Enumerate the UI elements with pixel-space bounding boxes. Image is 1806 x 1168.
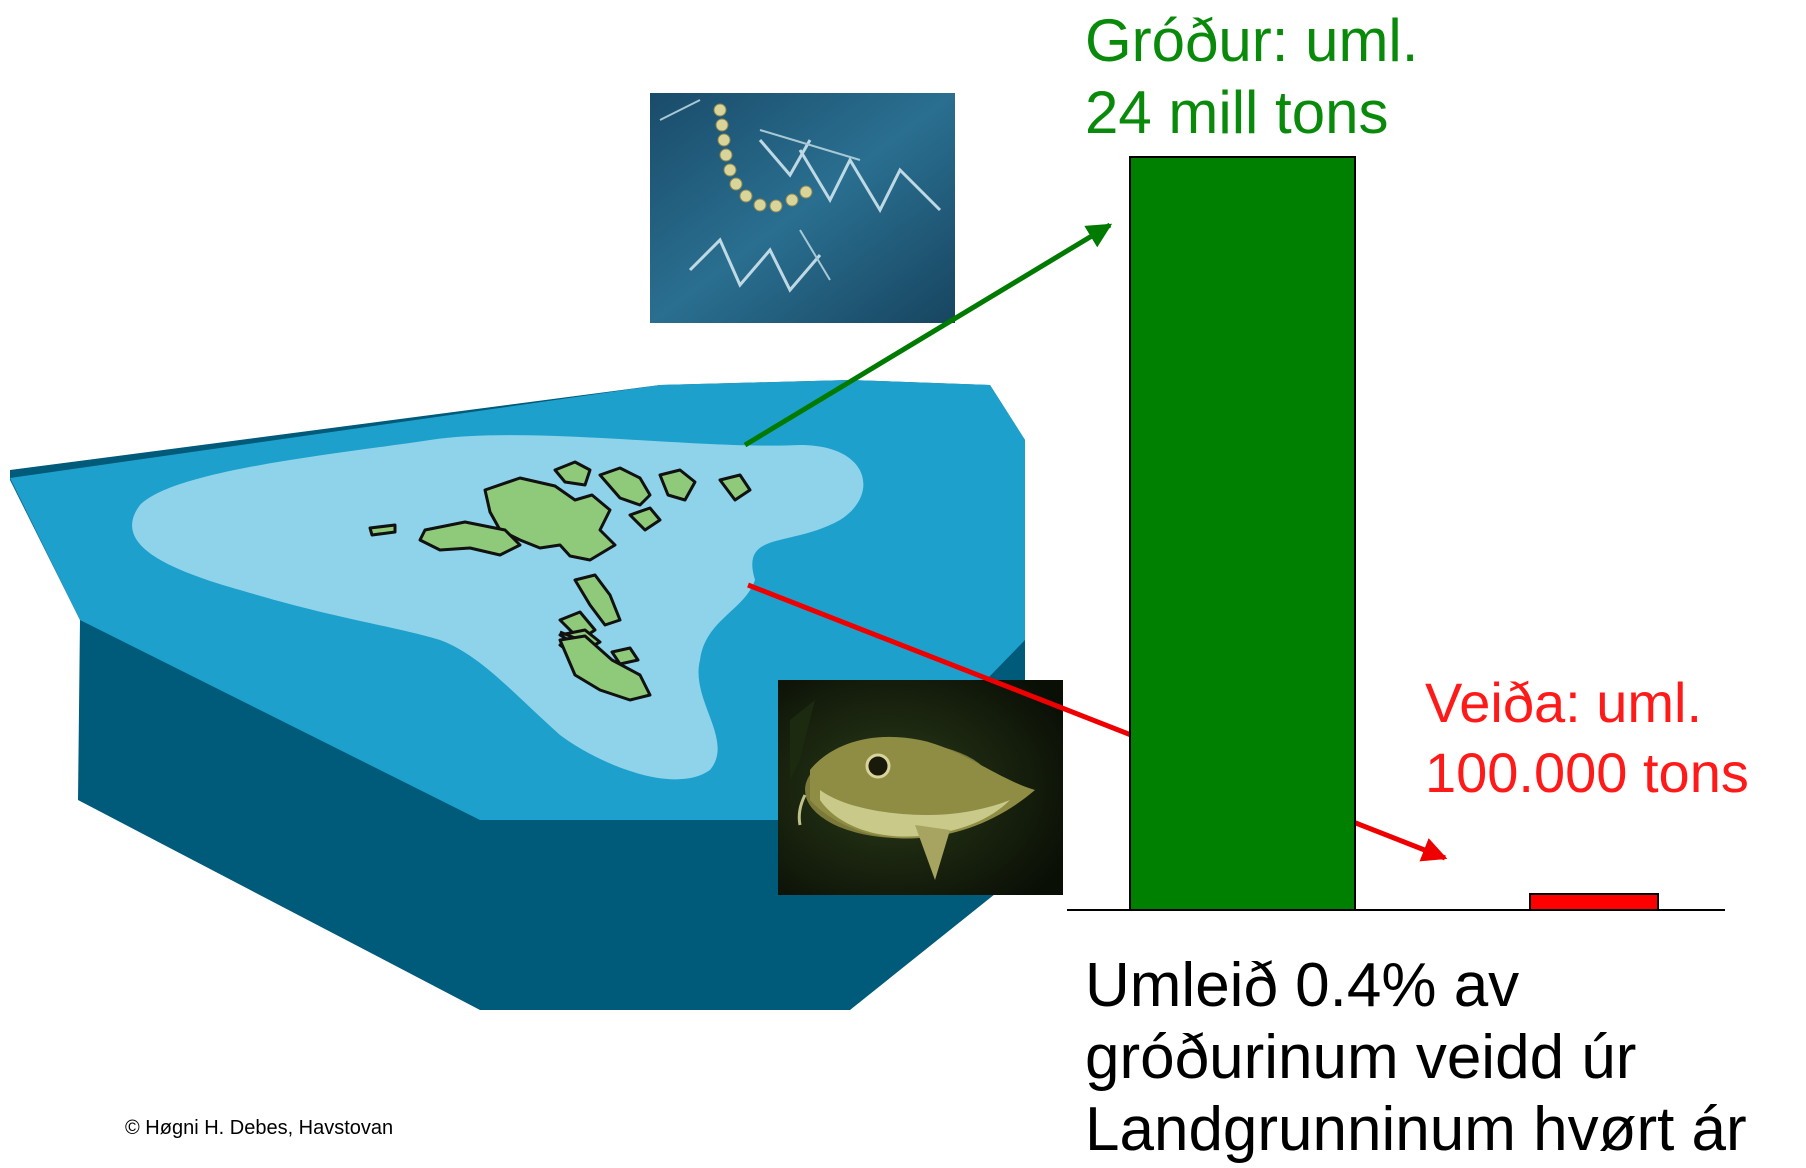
catch-label-line2: 100.000 tons: [1425, 741, 1749, 804]
plant-label-line1: Gróður: uml.: [1085, 7, 1419, 74]
summary-line2: gróðurinum veidd úr: [1085, 1023, 1637, 1092]
plant-label-line2: 24 mill tons: [1085, 79, 1389, 146]
bar-vei-a: [1529, 893, 1659, 911]
summary-line3: Landgrunninum hvørt ár: [1085, 1095, 1747, 1164]
summary-line1: Umleið 0.4% av: [1085, 951, 1520, 1020]
cod-photo: [778, 680, 1063, 895]
plankton-photo: [650, 93, 955, 323]
copyright-credit: © Høgni H. Debes, Havstovan: [125, 1117, 394, 1139]
shallow-shelf-area: [132, 435, 864, 780]
bar-gr-ur: [1129, 156, 1356, 911]
summary-text: Umleið 0.4% av gróðurinum veidd úr Landg…: [1085, 950, 1747, 1166]
arrow-to-plant-bar: [743, 222, 1113, 448]
faroe-islands-map: [368, 460, 752, 702]
plant-biomass-label: Gróður: uml. 24 mill tons: [1085, 5, 1418, 149]
catch-label-line1: Veiða: uml.: [1425, 671, 1703, 734]
catch-label: Veiða: uml. 100.000 tons: [1425, 668, 1749, 808]
